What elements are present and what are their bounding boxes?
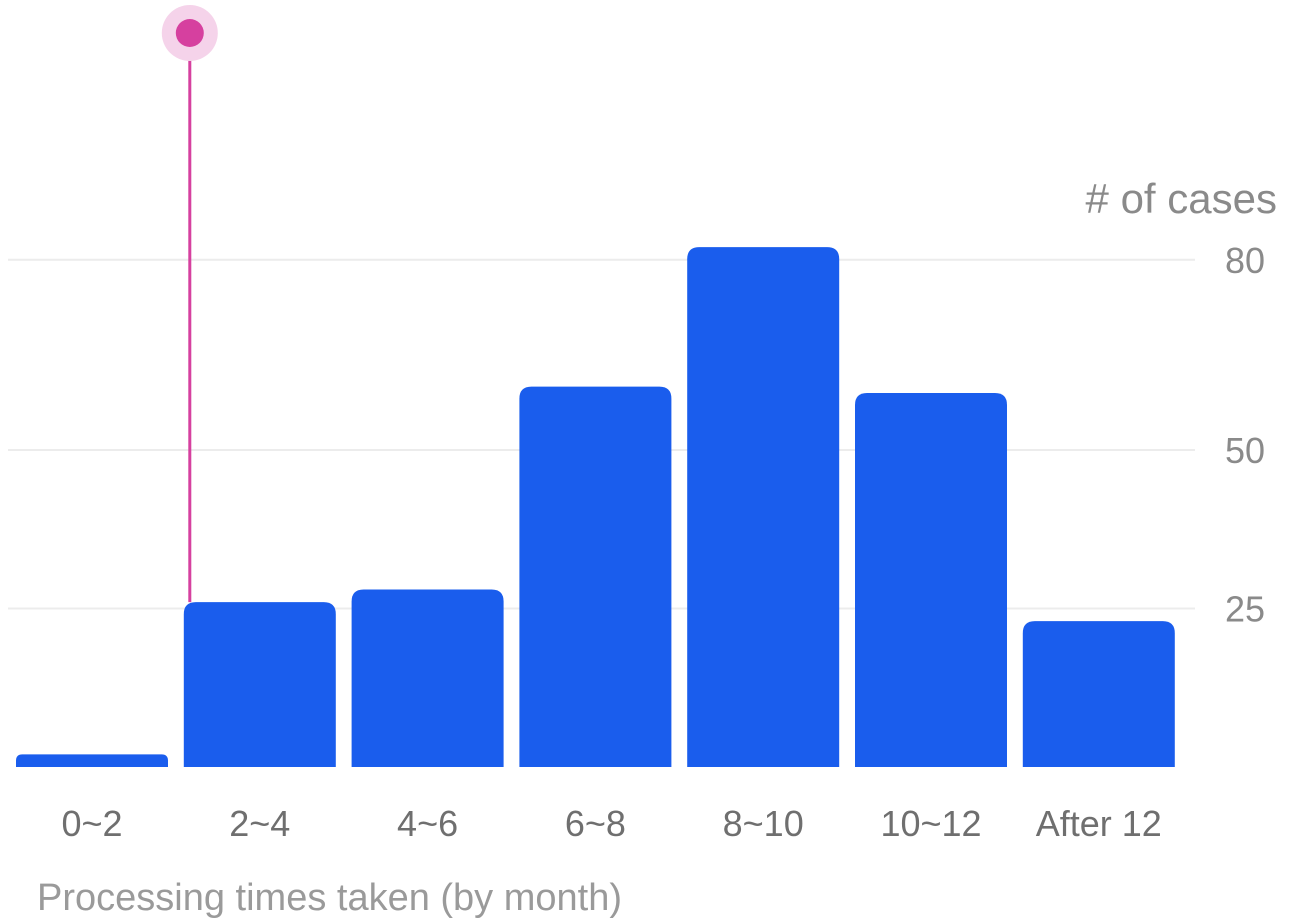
- x-tick-label: 2~4: [229, 803, 290, 844]
- bar-After 12[interactable]: [1022, 621, 1175, 767]
- bar-8~10[interactable]: [687, 247, 840, 767]
- bar-10~12[interactable]: [855, 392, 1007, 767]
- bar-2~4[interactable]: [183, 602, 336, 767]
- y-tick-label: 80: [1225, 240, 1265, 281]
- marker[interactable]: [161, 5, 218, 603]
- x-tick-label: 4~6: [397, 803, 458, 844]
- x-tick-label: 6~8: [565, 803, 626, 844]
- bar-4~6[interactable]: [351, 589, 504, 767]
- bar-6~8[interactable]: [519, 386, 672, 767]
- x-tick-label: After 12: [1036, 803, 1162, 844]
- x-tick-label: 10~12: [880, 803, 981, 844]
- x-tick-label: 0~2: [61, 803, 122, 844]
- y-axis-ticks: 25 50 80: [1225, 240, 1265, 630]
- y-tick-label: 25: [1225, 589, 1265, 630]
- x-axis-label: Processing times taken (by month): [37, 877, 622, 919]
- y-axis-label: # of cases: [1086, 175, 1277, 222]
- bars: [16, 247, 1175, 767]
- y-tick-label: 50: [1225, 430, 1265, 471]
- marker-dot[interactable]: [175, 19, 204, 47]
- x-tick-label: 8~10: [723, 803, 804, 844]
- x-axis-categories: 0~2 2~4 4~6 6~8 8~10 10~12 After 12: [61, 803, 1161, 844]
- bar-0~2[interactable]: [16, 754, 168, 767]
